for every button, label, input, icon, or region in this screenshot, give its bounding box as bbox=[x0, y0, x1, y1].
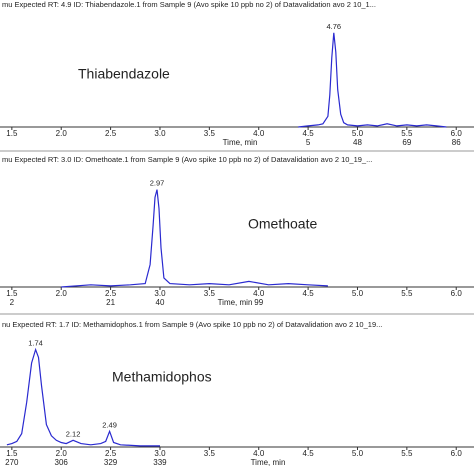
x-tick-label: 5.5 bbox=[401, 449, 413, 458]
x-tick-label: 2.0 bbox=[56, 129, 68, 138]
x-tick-label: 2.5 bbox=[105, 129, 117, 138]
peak-label: 1.74 bbox=[28, 339, 43, 348]
x-tick-label: 5.5 bbox=[401, 129, 413, 138]
scan-label: 329 bbox=[104, 458, 118, 467]
scan-label: 2 bbox=[10, 298, 15, 307]
x-tick-label: 6.0 bbox=[451, 449, 463, 458]
trace bbox=[298, 32, 447, 128]
compound-name: Omethoate bbox=[248, 216, 317, 232]
x-tick-label: 3.0 bbox=[154, 449, 166, 458]
x-tick-label: 4.0 bbox=[253, 129, 265, 138]
x-tick-label: 3.5 bbox=[204, 129, 216, 138]
x-tick-label: 2.5 bbox=[105, 289, 117, 298]
x-tick-label: 2.0 bbox=[56, 289, 68, 298]
trace bbox=[6, 347, 160, 447]
scan-label: 99 bbox=[254, 298, 263, 307]
x-tick-label: 5.0 bbox=[352, 449, 364, 458]
scan-label: 86 bbox=[452, 138, 461, 147]
compound-name: Methamidophos bbox=[112, 369, 212, 385]
x-tick-label: 3.0 bbox=[154, 289, 166, 298]
x-tick-label: 3.0 bbox=[154, 129, 166, 138]
x-tick-label: 3.5 bbox=[204, 289, 216, 298]
x-tick-label: 6.0 bbox=[451, 289, 463, 298]
scan-label: 5 bbox=[306, 138, 311, 147]
panel-header: nu Expected RT: 1.7 ID: Methamidophos.1 … bbox=[2, 320, 382, 329]
x-axis-label: Time, min bbox=[218, 298, 253, 307]
x-tick-label: 1.5 bbox=[6, 449, 18, 458]
x-tick-label: 5.0 bbox=[352, 289, 364, 298]
x-tick-label: 4.0 bbox=[253, 289, 265, 298]
scan-label: 21 bbox=[106, 298, 115, 307]
peak-label: 2.97 bbox=[150, 179, 165, 188]
panel-header: mu Expected RT: 4.9 ID: Thiabendazole.1 … bbox=[2, 0, 376, 9]
x-tick-label: 4.0 bbox=[253, 449, 265, 458]
x-tick-label: 5.0 bbox=[352, 129, 364, 138]
x-tick-label: 1.5 bbox=[6, 129, 18, 138]
compound-name: Thiabendazole bbox=[78, 66, 170, 82]
x-tick-label: 2.0 bbox=[56, 449, 68, 458]
x-tick-label: 3.5 bbox=[204, 449, 216, 458]
x-tick-label: 4.5 bbox=[303, 449, 315, 458]
x-tick-label: 5.5 bbox=[401, 289, 413, 298]
scan-label: 48 bbox=[353, 138, 362, 147]
scan-label: 270 bbox=[5, 458, 19, 467]
scan-label: 339 bbox=[153, 458, 167, 467]
x-tick-label: 2.5 bbox=[105, 449, 117, 458]
x-axis-label: Time, min bbox=[251, 458, 286, 467]
x-tick-label: 1.5 bbox=[6, 289, 18, 298]
scan-label: 40 bbox=[156, 298, 165, 307]
peak-label: 2.49 bbox=[102, 420, 117, 429]
x-tick-label: 4.5 bbox=[303, 129, 315, 138]
peak-label: 4.76 bbox=[326, 22, 341, 31]
x-axis-label: Time, min bbox=[223, 138, 258, 147]
trace bbox=[61, 189, 328, 288]
panel-header: mu Expected RT: 3.0 ID: Omethoate.1 from… bbox=[2, 155, 372, 164]
x-tick-label: 4.5 bbox=[303, 289, 315, 298]
scan-label: 306 bbox=[55, 458, 69, 467]
x-tick-label: 6.0 bbox=[451, 129, 463, 138]
scan-label: 69 bbox=[402, 138, 411, 147]
peak-label: 2.12 bbox=[66, 429, 81, 438]
